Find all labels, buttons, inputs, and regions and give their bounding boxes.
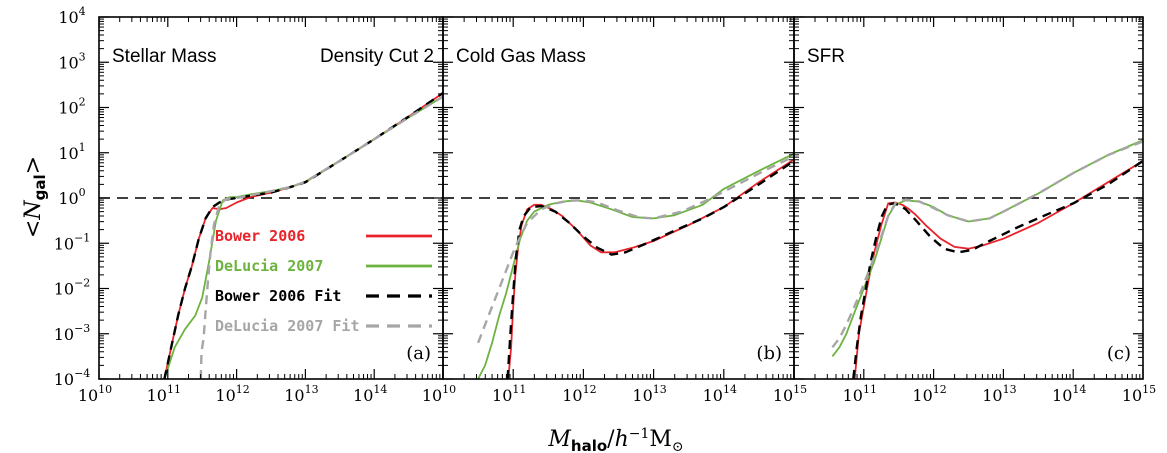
x-tick-label: 1011 (147, 383, 181, 405)
y-tick-label: 103 (58, 50, 85, 72)
series-line-delucia-2007-fit (831, 140, 1143, 349)
y-tick-label: 100 (58, 186, 85, 208)
x-tick-label: 1012 (215, 383, 249, 405)
series-line-delucia-2007 (831, 139, 1143, 357)
series-line-delucia-2007-fit (199, 95, 443, 379)
panel-letter: (a) (406, 343, 431, 364)
series-line-bower-2006 (853, 160, 1143, 379)
x-tick-label: 1012 (912, 383, 946, 405)
x-tick-label: 1014 (353, 383, 387, 405)
panel-letter: (c) (1107, 343, 1131, 364)
series-line-bower-2006-fit (506, 159, 794, 379)
series-line-bower-2006-fit (852, 159, 1143, 379)
legend-label: DeLucia 2007 (215, 257, 323, 275)
panel-subtitle: Density Cut 2 (320, 46, 434, 67)
series-line-delucia-2007 (477, 152, 794, 379)
x-tick-label: 1013 (632, 383, 666, 405)
y-tick-label: 10−4 (54, 367, 91, 389)
x-axis-title: Mhalo/h−1M⊙ (547, 426, 683, 453)
series-group (831, 139, 1143, 379)
panel-b: 1010 1011 1012 1013 1014 1015 Cold Gas Mass (b) (422, 16, 807, 405)
x-tick-label: 1015 (1122, 383, 1156, 405)
legend-label: Bower 2006 (215, 227, 305, 245)
x-tick-label: 1010 (78, 383, 112, 405)
y-tick-label: 10−3 (54, 322, 91, 344)
x-tick-label: 1011 (843, 383, 877, 405)
panel-c: 1011 1012 1013 1014 1015 SFR (c) (793, 16, 1156, 405)
y-tick-label: 10−1 (54, 231, 91, 253)
panel-title: Stellar Mass (112, 46, 217, 67)
legend-label: DeLucia 2007 Fit (215, 317, 360, 335)
y-tick-label: 104 (58, 5, 85, 27)
panel-title: Cold Gas Mass (456, 46, 586, 67)
x-tick-label: 1013 (284, 383, 318, 405)
series-line-bower-2006 (507, 158, 794, 379)
panel-title: SFR (807, 46, 845, 67)
y-tick-label: 101 (58, 141, 85, 163)
x-tick-label: 1014 (1052, 383, 1086, 405)
y-tick-label: 102 (58, 96, 85, 118)
x-tick-label: 1010 (422, 383, 456, 405)
legend-label: Bower 2006 Fit (215, 287, 341, 305)
x-tick-label: 1012 (562, 383, 596, 405)
x-tick-label: 1015 (773, 383, 807, 405)
y-tick-label: 10−2 (54, 277, 91, 299)
series-line-delucia-2007-fit (476, 155, 794, 344)
series-group (476, 152, 794, 379)
x-tick-label: 1011 (492, 383, 526, 405)
panel-letter: (b) (756, 343, 782, 364)
x-tick-label: 1014 (703, 383, 737, 405)
panel-a: 1010 1011 1012 1013 1014 10−4 10−3 10−2 10−1 100 1… (54, 5, 444, 405)
plot-area: 1010 1011 1012 1013 1014 10−4 10−3 10−2 10−1 100 1… (54, 5, 1156, 405)
x-tick-label: 1013 (982, 383, 1016, 405)
series-group (163, 92, 443, 379)
y-axis-title: <Ngal> (21, 156, 49, 238)
legend: Bower 2006 DeLucia 2007 Bower 2006 Fit DeLu… (215, 227, 432, 335)
